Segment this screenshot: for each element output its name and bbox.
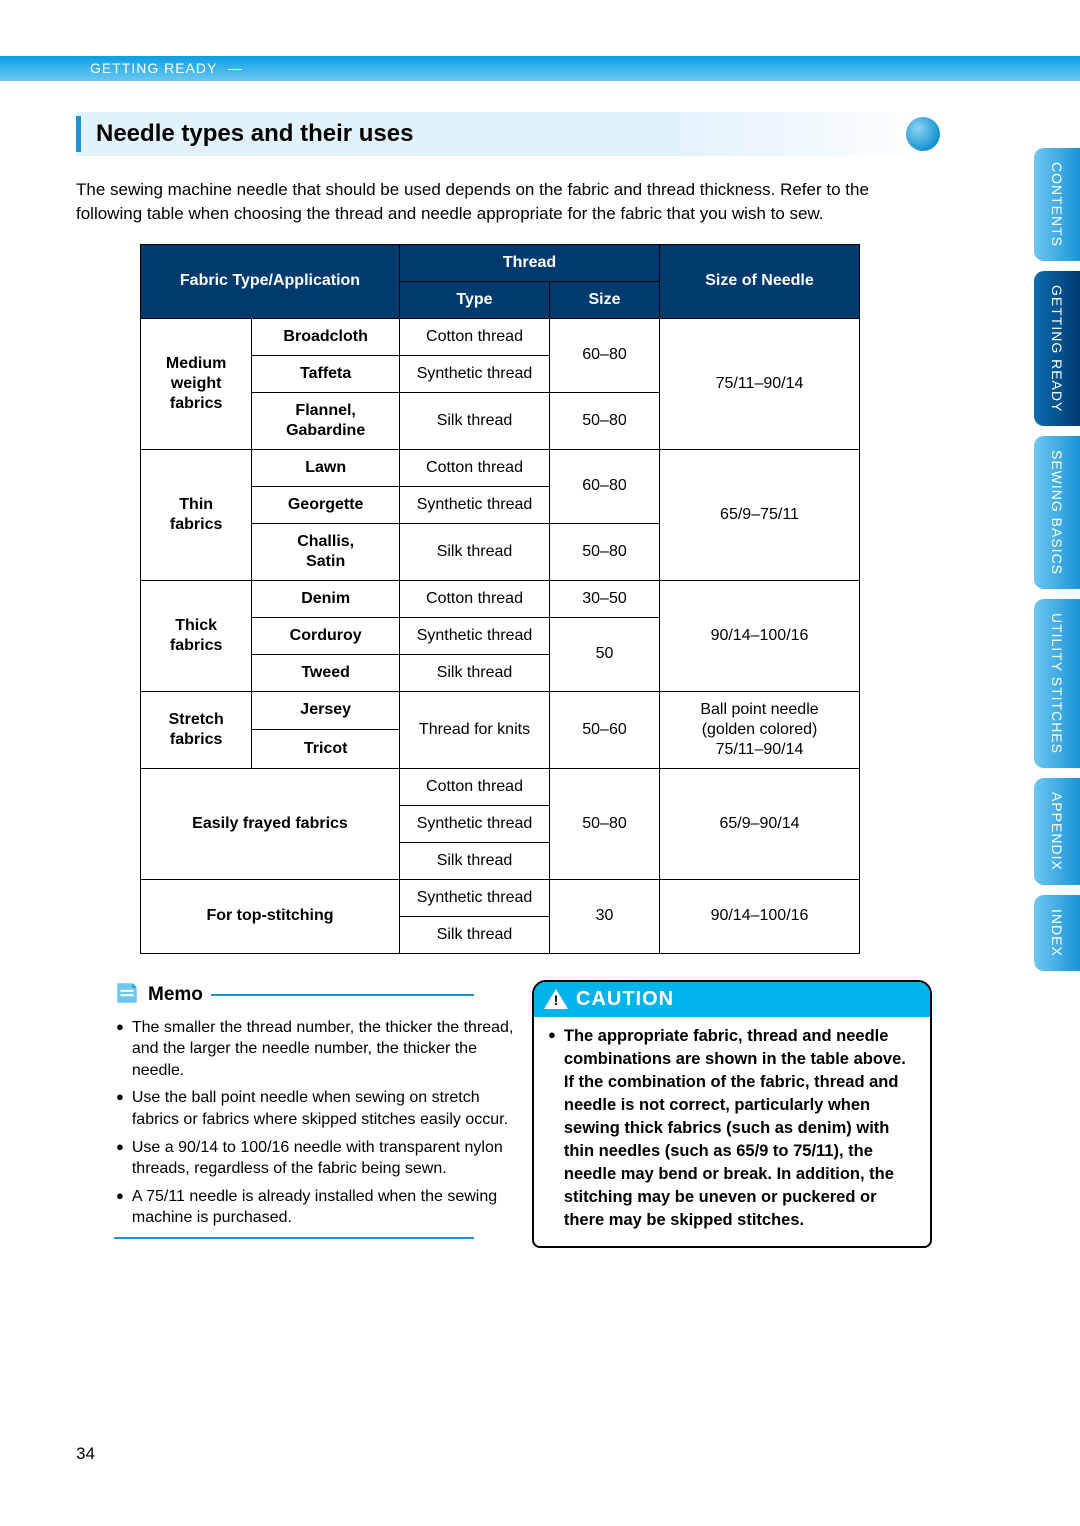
table-cell: 30 [550,879,660,953]
table-cell: Silk thread [400,392,550,449]
memo-header: Memo [114,980,474,1011]
page-content: Needle types and their uses The sewing m… [76,112,934,1248]
caution-title: CAUTION [576,988,674,1011]
table-cell: For top-stitching [141,879,400,953]
table-cell: Stretchfabrics [141,691,252,768]
memo-hd-line [211,994,474,996]
caution-box: CAUTION The appropriate fabric, thread a… [532,980,932,1249]
memo-item: Use the ball point needle when sewing on… [116,1087,514,1130]
table-cell: Easily frayed fabrics [141,768,400,879]
breadcrumb-bar: GETTING READY — [0,56,1080,81]
table-cell: Corduroy [252,617,400,654]
memo-item: The smaller the thread number, the thick… [116,1017,514,1082]
memo-item-text: Use a 90/14 to 100/16 needle with transp… [132,1137,514,1180]
table-cell: Thread for knits [400,691,550,768]
caution-item: The appropriate fabric, thread and needl… [548,1025,916,1233]
memo-item-text: The smaller the thread number, the thick… [132,1017,514,1082]
side-tab[interactable]: INDEX [1034,895,1080,971]
table-cell: 50–60 [550,691,660,768]
table-cell: Cotton thread [400,768,550,805]
th-fabric: Fabric Type/Application [141,244,400,318]
th-needle: Size of Needle [660,244,860,318]
section-title-bar: Needle types and their uses [76,112,934,156]
memo-list: The smaller the thread number, the thick… [116,1017,514,1229]
section-title: Needle types and their uses [96,120,413,148]
table-cell: Denim [252,580,400,617]
table-cell: Silk thread [400,916,550,953]
table-cell: Silk thread [400,842,550,879]
table-cell: 50–80 [550,392,660,449]
memo-item: A 75/11 needle is already installed when… [116,1186,514,1229]
side-tabs: CONTENTS GETTING READY SEWING BASICS UTILIT… [1034,148,1080,971]
table-cell: 90/14–100/16 [660,580,860,691]
side-tab[interactable]: CONTENTS [1034,148,1080,261]
section-title-bullet-icon [906,117,940,151]
caution-header: CAUTION [534,982,930,1017]
table-cell: Thickfabrics [141,580,252,691]
table-cell: Tricot [252,730,400,769]
table-cell: 60–80 [550,318,660,392]
needle-table-wrap: Fabric Type/Application Thread Size of N… [140,244,934,954]
table-cell: Jersey [252,691,400,730]
table-cell: Synthetic thread [400,617,550,654]
table-cell: Lawn [252,449,400,486]
side-tab[interactable]: APPENDIX [1034,778,1080,885]
th-thread-size: Size [550,281,660,318]
needle-table-body: MediumweightfabricsBroadclothCotton thre… [141,318,860,953]
memo-icon [114,980,140,1011]
table-cell: 65/9–75/11 [660,449,860,580]
side-tab[interactable]: GETTING READY [1034,271,1080,426]
table-cell: 50 [550,617,660,691]
caution-list: The appropriate fabric, thread and needl… [548,1025,916,1233]
table-cell: Synthetic thread [400,805,550,842]
table-cell: Challis,Satin [252,523,400,580]
memo-item-text: A 75/11 needle is already installed when… [132,1186,514,1229]
table-cell: Thinfabrics [141,449,252,580]
caution-block: CAUTION The appropriate fabric, thread a… [532,980,932,1249]
table-cell: Silk thread [400,654,550,691]
table-cell: Synthetic thread [400,355,550,392]
table-cell: 90/14–100/16 [660,879,860,953]
table-cell: Cotton thread [400,449,550,486]
table-cell: Cotton thread [400,580,550,617]
breadcrumb-dash: — [228,60,243,76]
table-cell: Broadcloth [252,318,400,355]
memo-item: Use a 90/14 to 100/16 needle with transp… [116,1137,514,1180]
table-cell: 30–50 [550,580,660,617]
page-number: 34 [76,1444,95,1464]
th-thread: Thread [400,244,660,281]
table-cell: Ball point needle(golden colored)75/11–9… [660,691,860,768]
needle-table: Fabric Type/Application Thread Size of N… [140,244,860,954]
th-thread-type: Type [400,281,550,318]
table-cell: 50–80 [550,768,660,879]
intro-text: The sewing machine needle that should be… [76,178,934,226]
breadcrumb: GETTING READY — [90,60,243,76]
side-tab[interactable]: SEWING BASICS [1034,436,1080,589]
side-tab[interactable]: UTILITY STITCHES [1034,599,1080,768]
table-cell: 60–80 [550,449,660,523]
warning-icon [544,989,568,1009]
table-cell: Mediumweightfabrics [141,318,252,449]
table-cell: Taffeta [252,355,400,392]
memo-title: Memo [148,984,203,1006]
table-cell: Synthetic thread [400,879,550,916]
notes-row: Memo The smaller the thread number, the … [114,980,934,1249]
memo-foot-line [114,1237,474,1239]
table-cell: Silk thread [400,523,550,580]
table-cell: Cotton thread [400,318,550,355]
table-cell: Flannel,Gabardine [252,392,400,449]
table-cell: Georgette [252,486,400,523]
breadcrumb-text: GETTING READY [90,60,217,76]
memo-block: Memo The smaller the thread number, the … [114,980,514,1249]
caution-item-text: The appropriate fabric, thread and needl… [564,1025,916,1233]
table-cell: 75/11–90/14 [660,318,860,449]
table-cell: Tweed [252,654,400,691]
caution-body: The appropriate fabric, thread and needl… [534,1017,930,1247]
table-cell: Synthetic thread [400,486,550,523]
table-cell: 65/9–90/14 [660,768,860,879]
memo-item-text: Use the ball point needle when sewing on… [132,1087,514,1130]
table-cell: 50–80 [550,523,660,580]
